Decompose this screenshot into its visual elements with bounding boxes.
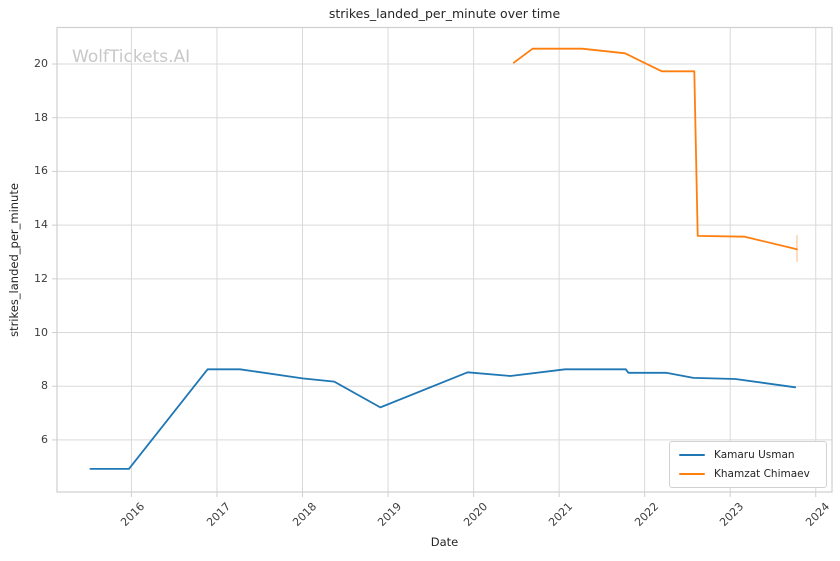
y-tick-label: 16 (34, 164, 48, 178)
y-tick-label: 14 (34, 218, 48, 232)
x-axis-title: Date (430, 535, 459, 549)
y-tick-label: 8 (41, 379, 48, 393)
series-line-kamaru-usman (89, 368, 797, 470)
legend-item-kamaru-usman: Kamaru Usman (679, 447, 818, 463)
legend: Kamaru Usman Khamzat Chimaev (669, 441, 827, 488)
y-tick-label: 20 (34, 57, 48, 70)
series-line-khamzat-chimaev (512, 47, 798, 251)
legend-line-swatch-blue (679, 454, 705, 456)
plot-border (56, 26, 833, 493)
legend-label: Kamaru Usman (714, 449, 795, 461)
chart-title: strikes_landed_per_minute over time (328, 6, 561, 21)
y-axis-title: strikes_landed_per_minute (7, 183, 21, 337)
legend-line-swatch-orange (679, 473, 705, 475)
legend-label: Khamzat Chimaev (714, 468, 810, 480)
y-tick-label: 6 (41, 432, 48, 446)
y-tick-label: 10 (34, 325, 48, 339)
y-tick-label: 18 (34, 110, 48, 124)
y-tick-label: 12 (34, 271, 48, 285)
legend-item-khamzat-chimaev: Khamzat Chimaev (679, 466, 818, 482)
